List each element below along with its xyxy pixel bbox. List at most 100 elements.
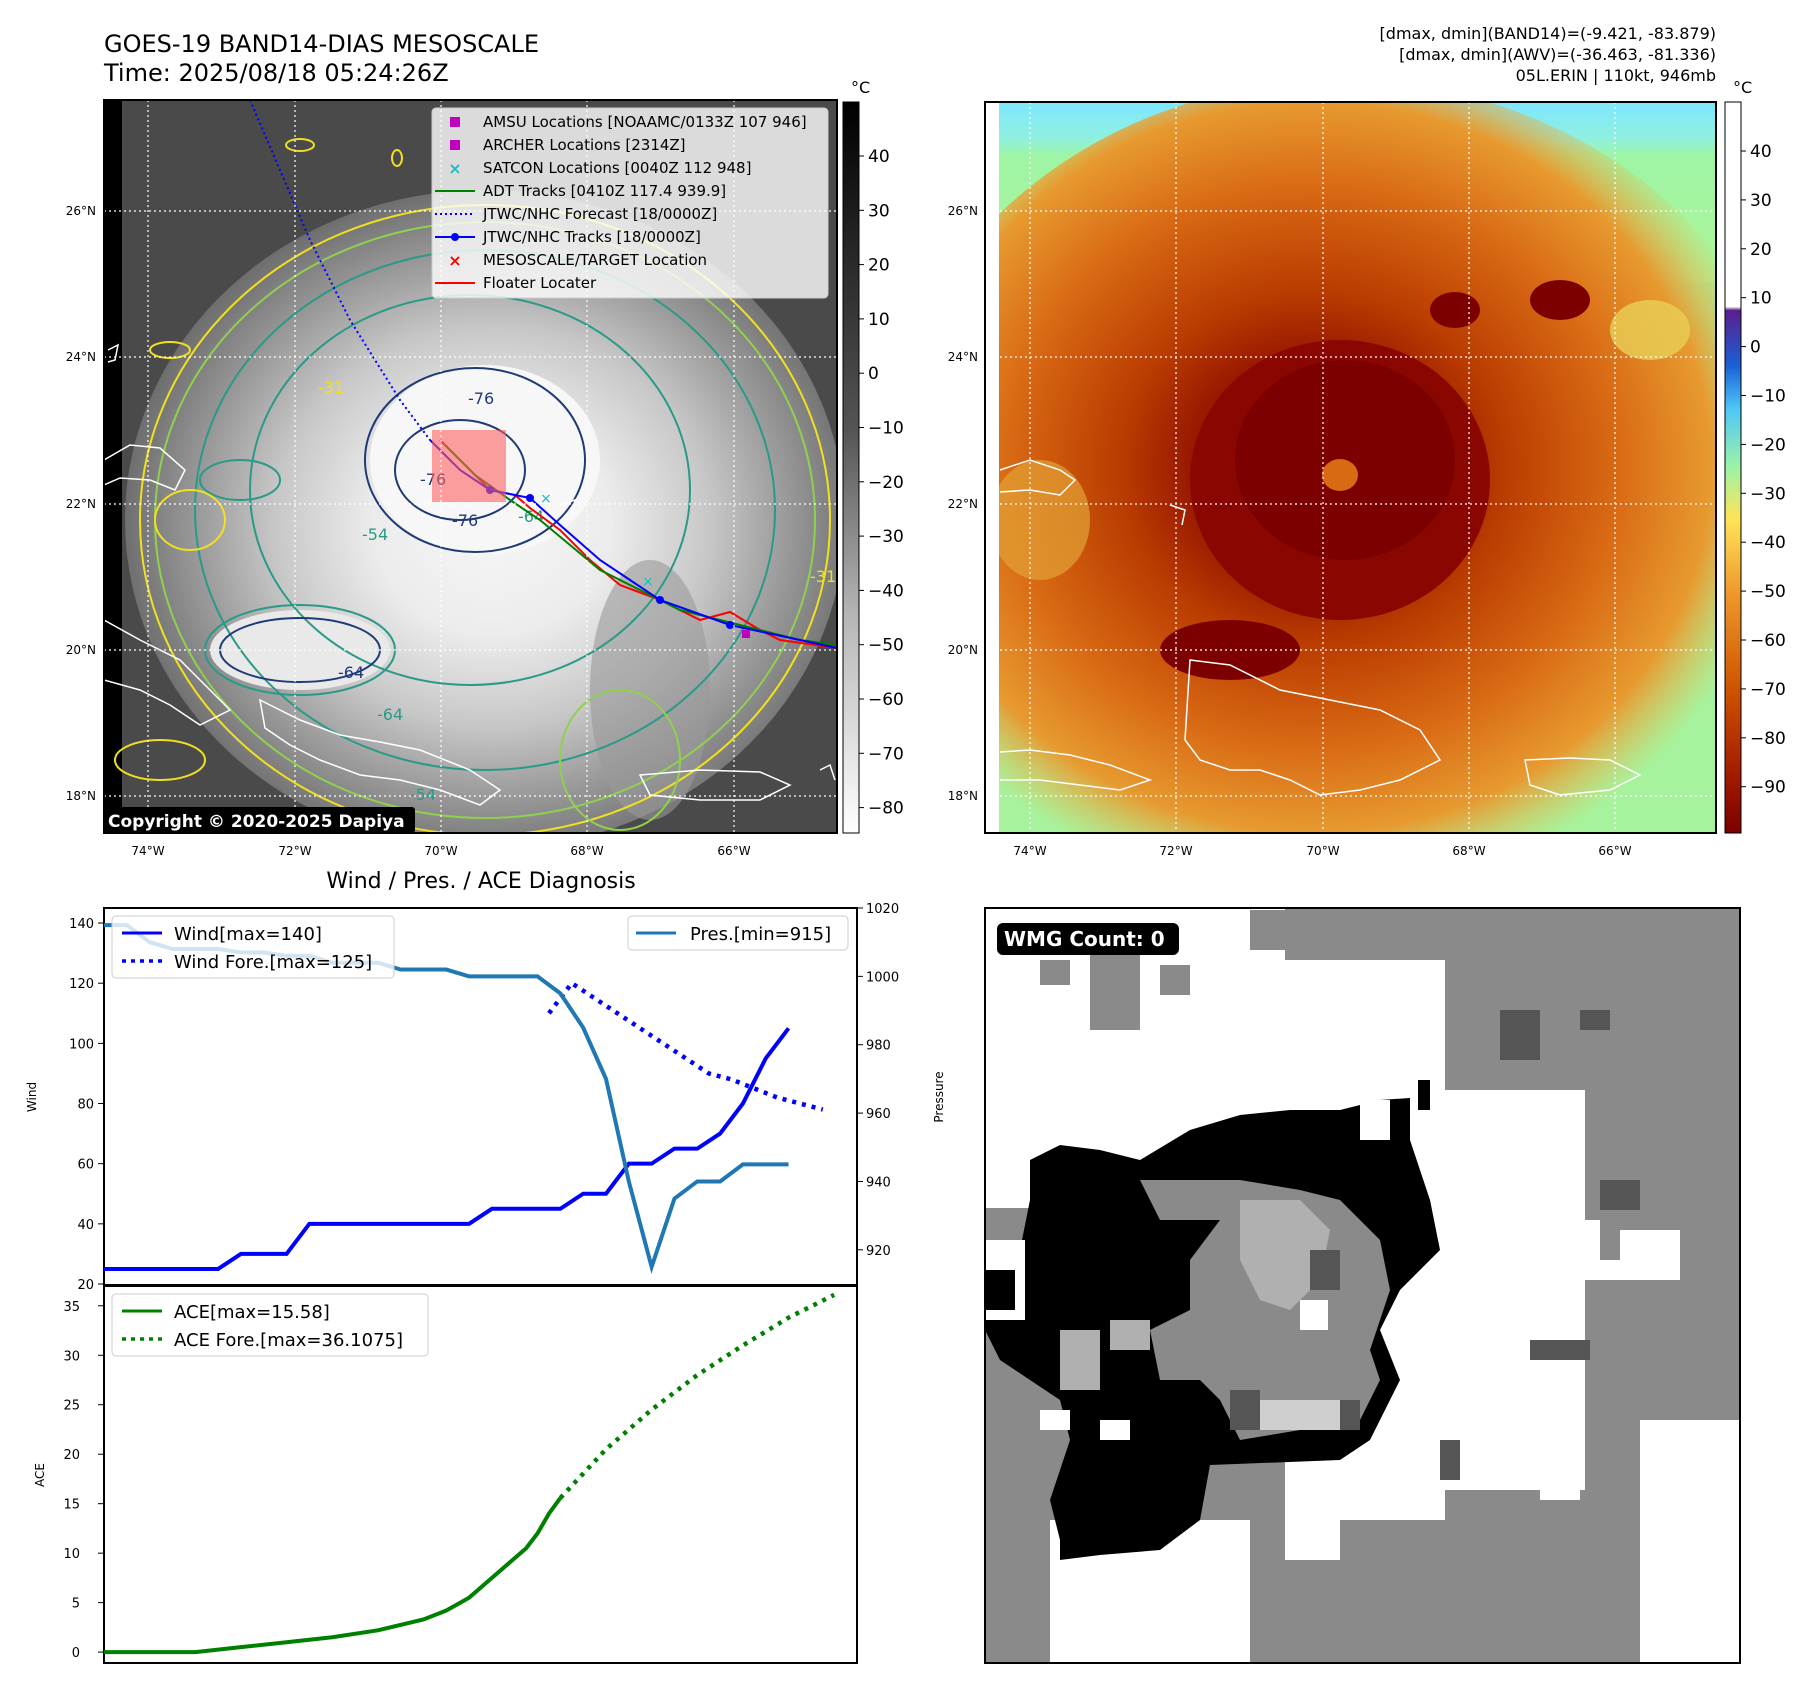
colorbar-tick-label: −60 bbox=[1750, 631, 1786, 651]
colorbar-tick-label: −10 bbox=[868, 419, 904, 439]
colorbar-tick-label: −70 bbox=[868, 744, 904, 764]
legend-item: ADT Tracks [0410Z 117.4 939.9] bbox=[435, 182, 726, 200]
lon-labels-left: 74°W 72°W 70°W 68°W 66°W bbox=[131, 844, 750, 858]
color-map-panel: 26°N 24°N 22°N 20°N 18°N 74°W 72°W 70°W 68°W 66°… bbox=[948, 101, 1717, 858]
figure-time: Time: 2025/08/18 05:24:26Z bbox=[103, 59, 449, 87]
lat-tick-label: 18°N bbox=[948, 789, 978, 803]
colorbar-color-unit: °C bbox=[1733, 78, 1752, 97]
lon-tick-label: 72°W bbox=[278, 844, 311, 858]
diagnosis-title: Wind / Pres. / ACE Diagnosis bbox=[326, 869, 635, 894]
colorbar-color-ticks: 40 30 20 10 0 −10 −20 −30 −40 −50 −60 −70 −80 −90 bbox=[1741, 142, 1786, 798]
ace-tick-label: 5 bbox=[72, 1597, 80, 1612]
svg-text:×: × bbox=[540, 491, 552, 507]
wind-series-line bbox=[104, 1027, 791, 1271]
lat-tick-label: 20°N bbox=[948, 643, 978, 657]
lat-tick-label: 22°N bbox=[948, 497, 978, 511]
contour-labels: -76-76-76-64-54-64-64-31-31-54-51 bbox=[200, 378, 836, 833]
legend-box: AMSU Locations [NOAAMC/0133Z 107 946] ARC… bbox=[431, 107, 829, 299]
contour-label: -64 bbox=[518, 507, 544, 526]
colorbar-tick-label: −10 bbox=[1750, 387, 1786, 407]
copyright-text: Copyright © 2020-2025 Dapiya bbox=[108, 812, 405, 832]
colorbar-tick-label: −50 bbox=[1750, 582, 1786, 602]
legend-item: ARCHER Locations [2314Z] bbox=[450, 136, 686, 154]
contour-label: -54 bbox=[362, 525, 388, 544]
wmg-count-label: WMG Count: 0 bbox=[1004, 927, 1165, 951]
copyright-badge: Copyright © 2020-2025 Dapiya bbox=[104, 807, 415, 833]
legend-item: JTWC/NHC Forecast [18/0000Z] bbox=[435, 205, 717, 223]
contour-label: -54 bbox=[410, 785, 436, 804]
wind-tick-label: 100 bbox=[69, 1037, 94, 1052]
colorbar-tick-label: −30 bbox=[1750, 484, 1786, 504]
ace-axis-label: ACE bbox=[33, 1463, 47, 1487]
contour-label: -76 bbox=[452, 511, 478, 530]
wind-tick-label: 40 bbox=[77, 1218, 94, 1233]
pressure-tick-label: 940 bbox=[866, 1175, 891, 1190]
lon-tick-label: 66°W bbox=[717, 844, 750, 858]
wind-tick-label: 20 bbox=[77, 1278, 94, 1293]
lon-tick-label: 66°W bbox=[1598, 844, 1631, 858]
legend-item-label: JTWC/NHC Tracks [18/0000Z] bbox=[482, 228, 701, 246]
ace-tick-label: 15 bbox=[63, 1498, 80, 1513]
wmg-count-badge: WMG Count: 0 bbox=[997, 923, 1179, 955]
contour-label: -76 bbox=[468, 389, 494, 408]
lat-tick-label: 18°N bbox=[66, 789, 96, 803]
wind-fore-legend-label: Wind Fore.[max=125] bbox=[174, 952, 372, 973]
pressure-tick-label: 1000 bbox=[866, 970, 899, 985]
ace-tick-label: 0 bbox=[72, 1646, 80, 1661]
contour-label: -64 bbox=[338, 663, 364, 682]
legend-marker-x: × bbox=[448, 159, 461, 178]
colorbar-tick-label: 10 bbox=[868, 310, 890, 330]
colorbar-gray-ticks: 40 30 20 10 0 −10 −20 −30 −40 −50 −60 −70 −80 bbox=[859, 147, 904, 819]
legend-item-label: ADT Tracks [0410Z 117.4 939.9] bbox=[483, 182, 726, 200]
lon-tick-label: 70°W bbox=[424, 844, 457, 858]
legend-item-label: Floater Locater bbox=[483, 274, 597, 292]
colorbar-tick-label: 30 bbox=[1750, 191, 1772, 211]
contour-label: -31 bbox=[318, 378, 344, 397]
coastlines bbox=[104, 343, 836, 806]
legend-marker-x: × bbox=[448, 251, 461, 270]
lon-tick-label: 68°W bbox=[1452, 844, 1485, 858]
ir-map-frame bbox=[103, 99, 838, 834]
legend-item-label: AMSU Locations [NOAAMC/0133Z 107 946] bbox=[483, 113, 807, 131]
diagnosis-chart: Wind / Pres. / ACE Diagnosis 14012010080… bbox=[25, 869, 946, 1664]
ace-legend: ACE[max=15.58] ACE Fore.[max=36.1075] bbox=[111, 1293, 429, 1357]
legend-item: Floater Locater bbox=[435, 274, 597, 292]
color-map-frame bbox=[984, 101, 1717, 834]
colorbar-gray: °C 40 30 20 10 0 −10 −20 −30 −40 −50 −60 −70 −80 bbox=[842, 78, 904, 834]
lat-tick-label: 24°N bbox=[948, 350, 978, 364]
legend-item-label: MESOSCALE/TARGET Location bbox=[483, 251, 707, 269]
wind-tick-label: 80 bbox=[77, 1098, 94, 1113]
mesoscale-target-box bbox=[432, 430, 506, 502]
wind-legend: Wind[max=140] Wind Fore.[max=125] bbox=[111, 915, 395, 979]
wind-axis-label: Wind bbox=[25, 1082, 39, 1112]
lon-tick-label: 74°W bbox=[131, 844, 164, 858]
colorbar-tick-label: 30 bbox=[868, 201, 890, 221]
coastlines-right bbox=[999, 459, 1642, 796]
ace-forecast-series-line bbox=[558, 1292, 836, 1500]
info-awv: [dmax, dmin](AWV)=(-36.463, -81.336) bbox=[1399, 45, 1716, 64]
pressure-tick-label: 980 bbox=[866, 1039, 891, 1054]
legend-item-label: SATCON Locations [0040Z 112 948] bbox=[483, 159, 751, 177]
legend-marker-dot bbox=[451, 233, 459, 241]
wind-axis-ticks: 140 120 100 80 60 40 20 bbox=[69, 917, 104, 1293]
colorbar-tick-label: 0 bbox=[868, 364, 879, 384]
lon-labels-right: 74°W 72°W 70°W 68°W 66°W bbox=[1013, 844, 1631, 858]
colorbar-tick-label: −80 bbox=[868, 799, 904, 819]
legend-item-label: JTWC/NHC Forecast [18/0000Z] bbox=[482, 205, 717, 223]
colorbar-tick-label: −20 bbox=[1750, 435, 1786, 455]
colorbar-tick-label: −50 bbox=[868, 636, 904, 656]
pressure-legend-label: Pres.[min=915] bbox=[690, 924, 831, 945]
contour-label: -64 bbox=[377, 705, 403, 724]
wind-tick-label: 140 bbox=[69, 917, 94, 932]
ace-axis-ticks: 35 30 25 20 15 10 5 0 bbox=[63, 1300, 104, 1661]
wind-tick-label: 60 bbox=[77, 1158, 94, 1173]
legend-item: JTWC/NHC Tracks [18/0000Z] bbox=[435, 228, 701, 246]
lon-tick-label: 70°W bbox=[1306, 844, 1339, 858]
colorbar-tick-label: −40 bbox=[1750, 533, 1786, 553]
ace-tick-label: 10 bbox=[63, 1547, 80, 1562]
wind-tick-label: 120 bbox=[69, 977, 94, 992]
wind-legend-label: Wind[max=140] bbox=[174, 924, 322, 945]
wmg-panel: WMG Count: 0 bbox=[984, 907, 1741, 1664]
colorbar-tick-label: −30 bbox=[868, 527, 904, 547]
pressure-tick-label: 920 bbox=[866, 1244, 891, 1259]
